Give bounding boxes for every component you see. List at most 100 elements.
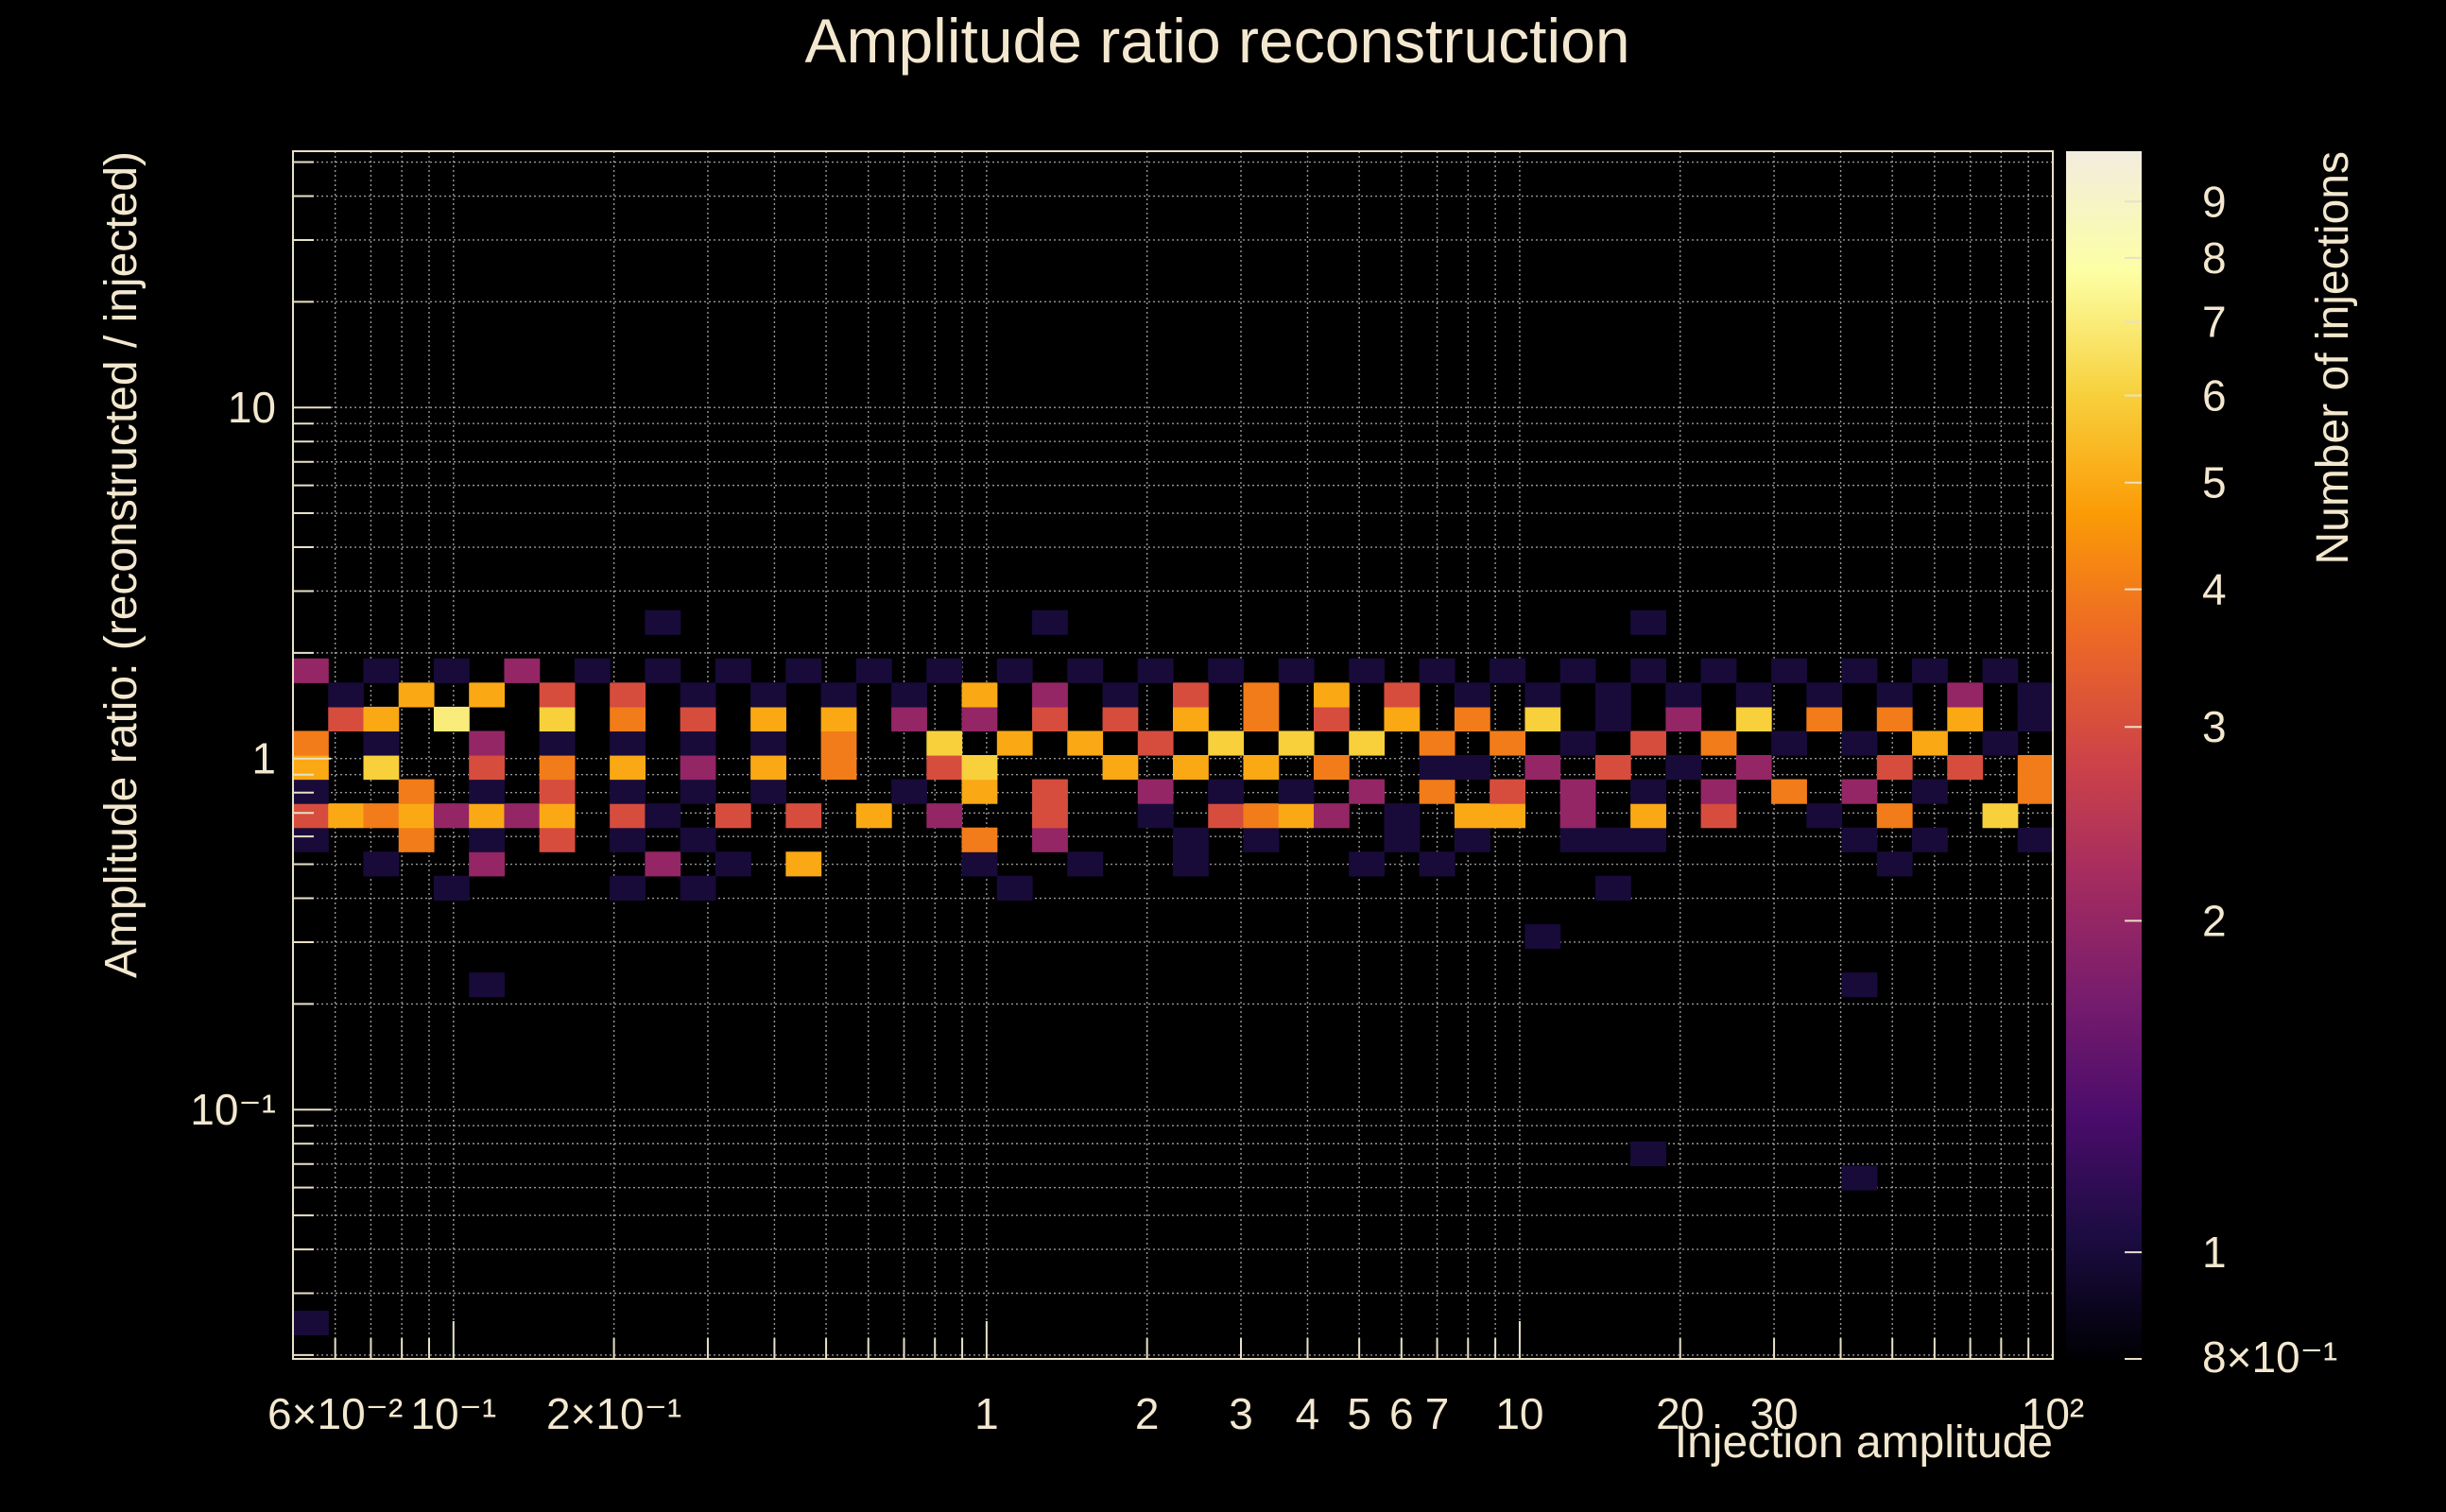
heatmap-cell [1243,706,1280,732]
heatmap-cell [1735,682,1772,708]
colorbar-tick-label: 8×10⁻¹ [2202,1332,2337,1382]
heatmap-cell [1771,779,1807,804]
heatmap-cell [680,730,716,756]
y-tick-label: 10⁻¹ [190,1085,276,1134]
heatmap-cell [715,658,751,683]
x-tick-label: 6×10⁻² [267,1389,403,1438]
heatmap-cell [469,972,506,998]
heatmap-cell [1349,779,1386,804]
heatmap-cell [363,658,400,683]
heatmap-cell [1490,779,1525,804]
heatmap-cell [1947,682,1984,708]
chart-title: Amplitude ratio reconstruction [804,6,1629,76]
heatmap-cell [1243,803,1280,829]
heatmap-cell [469,779,506,804]
heatmap-cell [715,851,751,877]
heatmap-cell [469,827,506,852]
heatmap-cell [996,658,1033,683]
heatmap-cell [1700,779,1737,804]
heatmap-cell [469,730,506,756]
heatmap-cell [1982,658,2019,683]
heatmap-cell [926,658,963,683]
heatmap-cell [1876,803,1913,829]
heatmap-cell [1594,682,1631,708]
heatmap-cell [1349,730,1386,756]
heatmap-cell [1841,972,1878,998]
heatmap-cell [645,610,681,635]
heatmap-cell [2017,682,2054,708]
colorbar-tick-label: 2 [2202,896,2227,945]
heatmap-cell [1700,803,1737,829]
heatmap-cell [1137,779,1174,804]
heatmap-cell [1032,779,1068,804]
heatmap-cell [1243,682,1280,708]
heatmap-cell [1102,755,1139,781]
x-tick-label: 10⁻¹ [410,1389,496,1438]
heatmap-cell [2017,779,2054,804]
heatmap-cell [610,803,646,829]
heatmap-cell [1841,1165,1878,1191]
heatmap-cell [1700,658,1737,683]
heatmap-cell [1419,755,1456,781]
heatmap-cell [715,803,751,829]
heatmap-cell [1559,803,1596,829]
heatmap-cell [293,730,329,756]
colorbar-tick-label: 4 [2202,565,2227,614]
colorbar-label: Number of injections [2308,151,2358,565]
heatmap-cell [1876,682,1913,708]
heatmap-cell [961,755,998,781]
heatmap-cell [1454,755,1490,781]
heatmap-cell [1630,827,1666,852]
heatmap-cell [1067,851,1104,877]
heatmap-cell [1278,779,1315,804]
heatmap-cell [610,779,646,804]
heatmap-cell [961,706,998,732]
heatmap-cell [1876,755,1913,781]
heatmap-cell [1876,851,1913,877]
heatmap-cell [1208,803,1245,829]
heatmap-cell [1594,875,1631,901]
heatmap-cell [2017,706,2054,732]
heatmap-cell [293,827,329,852]
heatmap-cell [1102,682,1139,708]
x-axis-label: Injection amplitude [1675,1418,2053,1468]
heatmap-cell [891,682,927,708]
heatmap-cell [1841,658,1878,683]
heatmap-cell [680,779,716,804]
heatmap-cell [469,682,506,708]
x-tick-label: 30 [1749,1389,1798,1438]
heatmap-cell [1630,658,1666,683]
heatmap-cell [961,682,998,708]
heatmap-cell [1912,730,1948,756]
heatmap-cell [539,706,576,732]
heatmap-cell [504,658,541,683]
heatmap-cell [855,658,892,683]
heatmap-cell [293,1310,329,1336]
heatmap-cell [1032,682,1068,708]
heatmap-cell [433,875,470,901]
heatmap-cell [1982,730,2019,756]
heatmap-cell [1665,682,1702,708]
heatmap-cell [1841,827,1878,852]
heatmap-cell [1490,803,1525,829]
heatmap-cell [1947,706,1984,732]
heatmap-cell [820,706,857,732]
heatmap-cell [961,827,998,852]
heatmap-cell [1665,755,1702,781]
heatmap-cell [539,755,576,781]
x-tick-label: 2×10⁻¹ [546,1389,681,1438]
heatmap-cell [610,730,646,756]
heatmap-cell [1032,610,1068,635]
heatmap-cell [680,875,716,901]
heatmap-cell [1454,682,1490,708]
heatmap-cell [363,706,400,732]
heatmap-cell [1313,682,1350,708]
heatmap-cell [1067,730,1104,756]
heatmap-cell [1208,658,1245,683]
heatmap-cell [1771,658,1807,683]
heatmap-cell [1490,658,1525,683]
heatmap-cell [1806,706,1843,732]
heatmap-cell [1490,730,1525,756]
heatmap-cell [1630,730,1666,756]
